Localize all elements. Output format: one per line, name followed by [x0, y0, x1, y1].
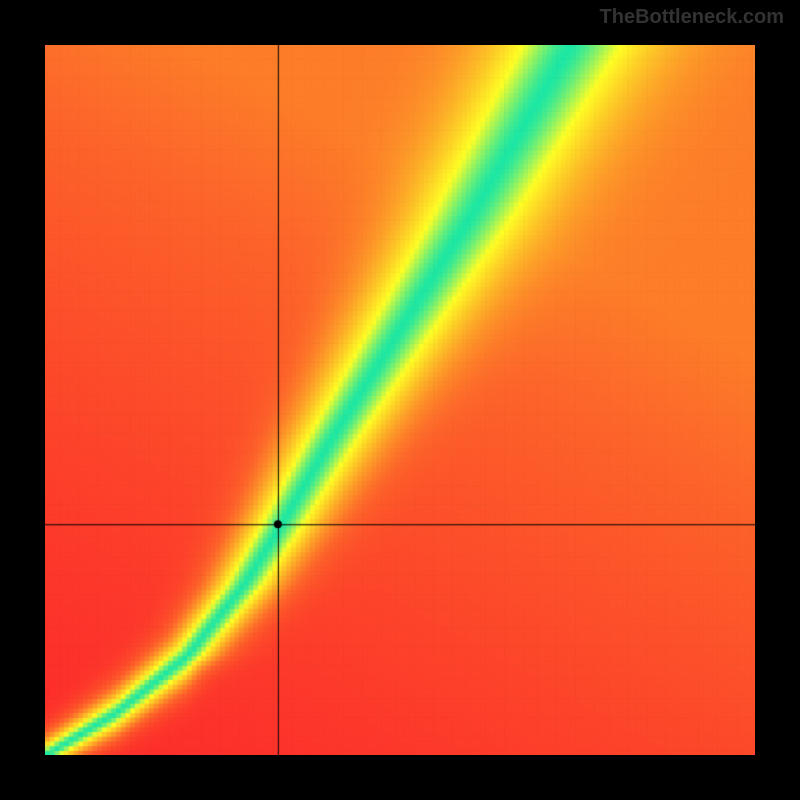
- bottleneck-heatmap: [45, 45, 755, 755]
- heatmap-canvas: [45, 45, 755, 755]
- watermark-text: TheBottleneck.com: [600, 6, 784, 29]
